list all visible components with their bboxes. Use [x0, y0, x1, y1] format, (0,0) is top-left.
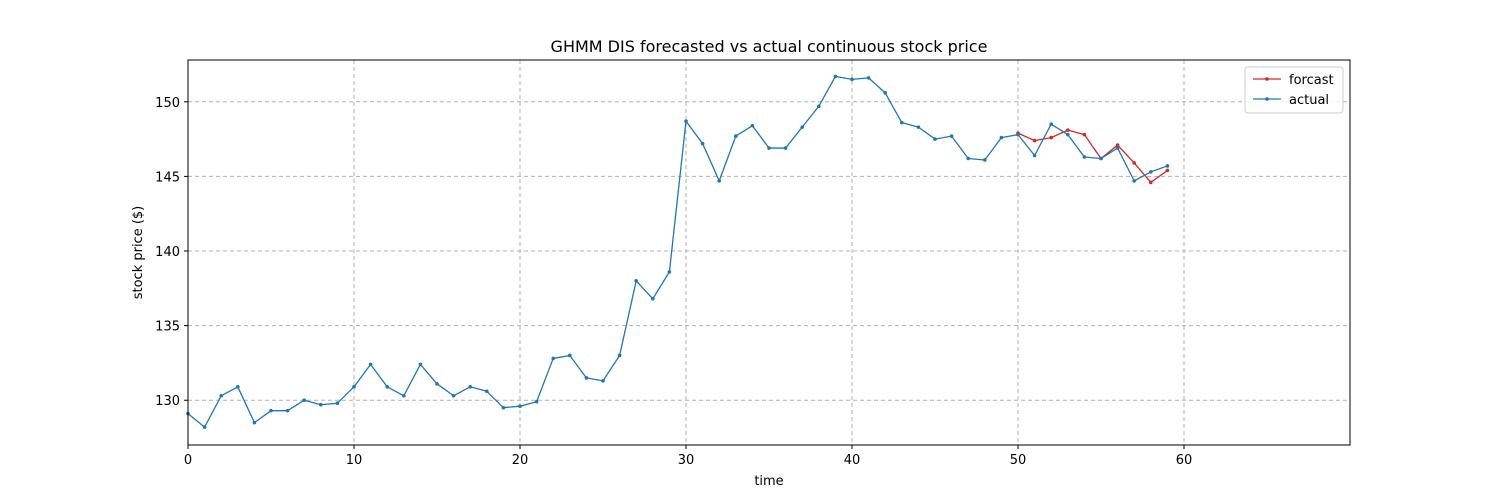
data-point	[1066, 132, 1070, 137]
data-point	[783, 146, 788, 150]
data-point	[435, 382, 439, 386]
data-point	[717, 179, 721, 183]
legend-item-actual: actual	[1253, 93, 1329, 108]
y-tick-label: 140	[155, 245, 180, 260]
data-point	[949, 134, 954, 138]
data-point	[966, 156, 970, 161]
data-point	[1165, 164, 1170, 168]
data-point	[352, 385, 356, 389]
series-layer	[186, 74, 1170, 429]
y-tick-label: 135	[155, 320, 180, 335]
data-point	[468, 385, 473, 389]
data-point	[634, 279, 638, 283]
data-point	[1032, 153, 1037, 158]
series-forcast	[1016, 128, 1170, 185]
x-tick-label: 30	[678, 453, 695, 468]
data-point	[302, 398, 307, 403]
y-tick-label: 150	[155, 96, 180, 111]
series-actual	[186, 74, 1170, 429]
legend-label: forcast	[1289, 73, 1334, 88]
data-point	[1165, 168, 1170, 173]
data-point	[1132, 179, 1136, 183]
data-point	[601, 379, 605, 383]
data-point	[1132, 161, 1136, 165]
data-point	[883, 91, 887, 95]
data-point	[202, 425, 207, 429]
legend: forcast actual	[1244, 66, 1344, 114]
y-tick-label: 130	[155, 394, 180, 409]
data-point	[368, 362, 373, 367]
data-point	[734, 134, 738, 138]
x-tick-label: 50	[1010, 453, 1027, 468]
data-point	[933, 137, 937, 141]
data-point	[1099, 156, 1103, 161]
data-point	[1115, 146, 1120, 150]
data-point	[219, 393, 223, 398]
data-point	[236, 385, 240, 389]
data-point	[900, 120, 904, 125]
data-point	[568, 353, 572, 358]
legend-marker	[1265, 77, 1269, 81]
data-point	[518, 404, 522, 409]
x-tick-label: 20	[512, 453, 529, 468]
legend-item-forcast: forcast	[1253, 73, 1334, 88]
data-point	[817, 104, 821, 109]
x-tick-label: 10	[346, 453, 363, 468]
data-point	[999, 135, 1004, 140]
chart-title: GHMM DIS forecasted vs actual continuous…	[551, 37, 988, 56]
data-point	[750, 123, 755, 128]
data-point	[501, 405, 506, 410]
data-point	[285, 408, 290, 413]
data-point	[402, 393, 406, 398]
series-line-actual	[187, 75, 1168, 428]
data-point	[1082, 132, 1087, 137]
data-point	[1066, 128, 1070, 132]
data-point	[617, 353, 622, 358]
data-point	[1115, 143, 1120, 147]
axis-ticks: 0 10 20 30 40 50 60 130 135 140 145 150	[155, 96, 1192, 468]
data-point	[651, 296, 655, 301]
data-point	[252, 420, 257, 425]
y-tick-label: 145	[155, 170, 180, 185]
data-point	[418, 362, 423, 367]
legend-label: actual	[1289, 93, 1329, 108]
legend-marker	[1265, 97, 1269, 101]
data-point	[833, 74, 838, 79]
data-point	[667, 270, 672, 274]
x-tick-label: 0	[184, 453, 192, 468]
data-point	[1149, 170, 1153, 174]
grid	[188, 60, 1350, 445]
data-point	[767, 146, 771, 150]
data-point	[800, 125, 804, 129]
data-point	[584, 376, 589, 380]
data-point	[451, 393, 456, 398]
x-tick-label: 60	[1176, 453, 1193, 468]
x-axis-label: time	[754, 474, 783, 489]
data-point	[983, 158, 987, 162]
data-point	[385, 385, 390, 389]
data-point	[850, 77, 854, 82]
x-tick-label: 40	[844, 453, 861, 468]
plot-area-frame	[187, 59, 1351, 446]
data-point	[1149, 180, 1153, 185]
data-point	[684, 119, 688, 123]
y-axis-label: stock price ($)	[131, 206, 146, 300]
data-point	[700, 141, 705, 146]
data-point	[916, 125, 921, 129]
data-point	[1032, 138, 1037, 143]
data-point	[1049, 122, 1053, 126]
data-point	[534, 399, 539, 404]
data-point	[866, 76, 871, 80]
data-point	[551, 356, 555, 361]
data-point	[1049, 135, 1053, 140]
data-point	[319, 402, 323, 407]
data-point	[335, 401, 340, 406]
data-point	[269, 408, 273, 413]
data-point	[1082, 155, 1087, 159]
data-point	[1016, 132, 1020, 137]
data-point	[485, 389, 489, 394]
